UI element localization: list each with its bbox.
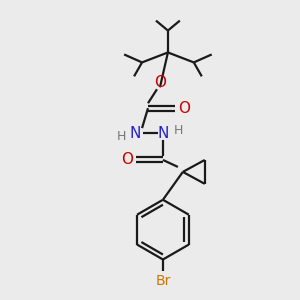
Text: N: N xyxy=(157,126,169,141)
Text: O: O xyxy=(121,152,133,167)
Text: O: O xyxy=(154,75,166,90)
Text: H: H xyxy=(116,130,126,142)
Text: N: N xyxy=(129,126,141,141)
Text: H: H xyxy=(174,124,184,136)
Text: O: O xyxy=(178,101,190,116)
Text: Br: Br xyxy=(155,274,171,288)
